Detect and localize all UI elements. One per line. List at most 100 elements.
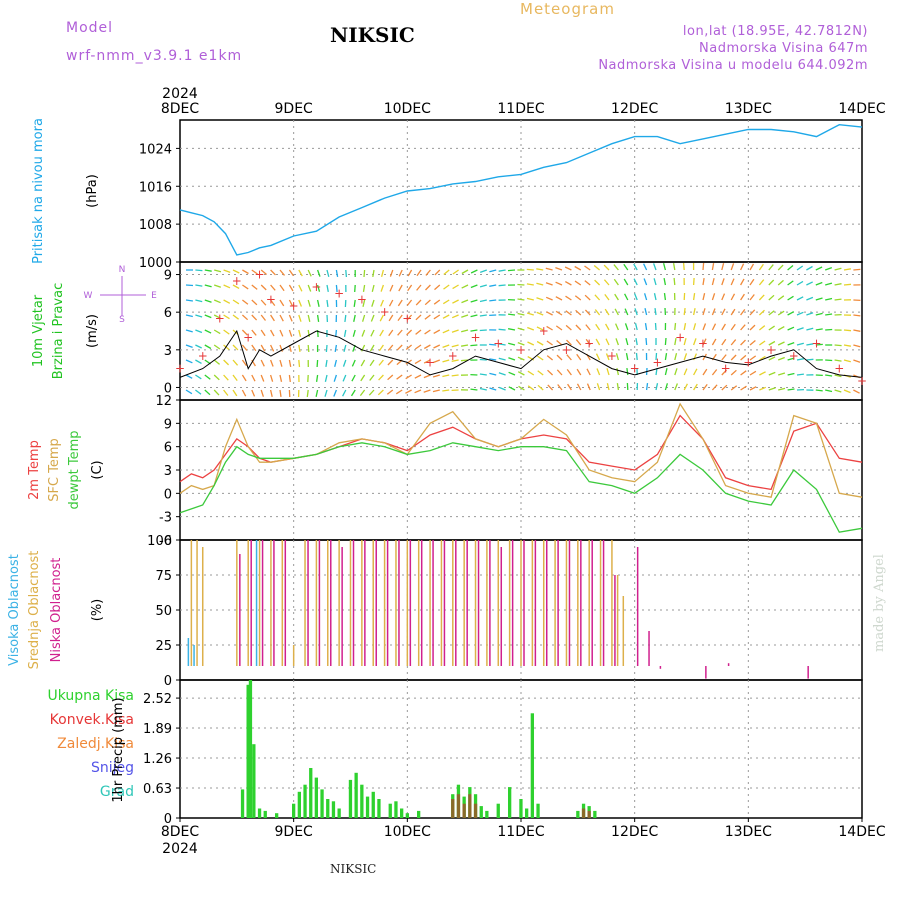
wind-barb — [424, 329, 431, 335]
wind-barb — [241, 359, 248, 367]
wind-barb — [213, 359, 221, 365]
wind-barb — [232, 374, 238, 381]
wind-barb — [371, 284, 375, 292]
precip-total-bar — [377, 799, 381, 818]
wind-barb — [350, 389, 356, 397]
wind-barb — [758, 325, 766, 331]
wind-barb — [470, 314, 478, 318]
wind-gust-point: + — [493, 337, 503, 351]
wind-barb — [452, 299, 459, 304]
wind-barb — [517, 283, 525, 286]
wind-barb — [692, 293, 696, 301]
wind-barb — [564, 266, 572, 271]
clouds-ytick-label: 75 — [155, 569, 172, 584]
wind-barb — [730, 293, 736, 301]
wind-barb — [721, 293, 726, 301]
wind-barb — [825, 297, 833, 301]
wind-barb — [251, 389, 256, 397]
wind-barb — [711, 369, 718, 376]
wind-barb — [759, 355, 766, 361]
wind-barb — [213, 329, 221, 335]
wind-barb — [537, 384, 544, 391]
wind-barb — [566, 354, 572, 361]
wind-barb — [360, 374, 366, 382]
wind-barb — [279, 299, 285, 307]
wind-barb — [507, 269, 516, 272]
wind-barb — [626, 368, 629, 376]
wind-barb — [778, 372, 786, 376]
lonlat-label: lon,lat (18.95E, 42.7812N) — [682, 24, 868, 39]
wind-barb — [645, 337, 648, 346]
wind-barb — [749, 355, 757, 361]
wind-barb — [405, 389, 412, 394]
wind-barb — [585, 338, 591, 346]
bottom-date-label: 9DEC — [275, 824, 314, 840]
temperature-ytick-label: 9 — [164, 417, 172, 432]
wind-barb — [185, 359, 193, 364]
precipitation-ytick-label: 2.52 — [143, 692, 172, 707]
wind-barb — [740, 278, 745, 286]
wind-barb — [204, 284, 212, 288]
wind-gust-point: + — [215, 311, 225, 325]
temperature-ytick-label: 0 — [164, 487, 172, 502]
wind-barb — [195, 329, 203, 334]
wind-barb — [371, 299, 375, 307]
precip-total-bar — [536, 803, 540, 818]
precip-total-bar — [496, 803, 500, 818]
wind-barb — [683, 353, 688, 361]
wind-barb — [749, 324, 756, 331]
wind-barb — [354, 284, 356, 293]
wind-barb — [759, 340, 766, 346]
wind-barb — [834, 344, 842, 347]
wind-barb — [298, 269, 303, 277]
wind-barb — [405, 344, 413, 350]
wind-barb — [460, 344, 469, 347]
wind-barb — [451, 359, 459, 362]
wind-barb — [352, 329, 356, 337]
wind-barb — [470, 299, 478, 303]
wind-barb — [204, 269, 212, 272]
wind-barb — [606, 368, 610, 376]
wind-barb — [372, 269, 375, 278]
wind-barb — [479, 387, 487, 391]
wind-barb — [195, 389, 202, 395]
wind-barb — [232, 359, 239, 366]
precip-conv-bar — [581, 808, 586, 818]
wind-barb — [536, 311, 544, 316]
wind-barb — [615, 353, 620, 361]
wind-barb — [489, 284, 497, 287]
wind-barb — [397, 299, 403, 307]
wind-barb — [324, 389, 328, 397]
wind-gust-point: + — [561, 343, 571, 357]
wind-barb — [279, 329, 284, 337]
bottom-date-label: 10DEC — [384, 824, 431, 840]
wind-barb — [683, 322, 687, 331]
wind-barb — [395, 389, 403, 395]
wind-barb — [397, 314, 403, 321]
wind-barb — [740, 263, 745, 271]
wind-barb — [316, 284, 321, 292]
wind-barb — [740, 370, 747, 376]
wind-gust-point: + — [721, 362, 731, 376]
wind-barb — [662, 263, 667, 271]
wind-barb — [623, 263, 629, 271]
wind-barb — [672, 262, 676, 271]
temp-series — [179, 442, 863, 533]
wind-gust-point: + — [812, 337, 822, 351]
wind-barb — [333, 389, 338, 397]
wind-barb — [654, 308, 657, 316]
wind-barb — [461, 329, 469, 333]
wind-barb — [479, 299, 487, 303]
wind-barb — [324, 374, 328, 382]
wind-barb — [517, 341, 525, 346]
wind-barb — [664, 337, 667, 346]
bottom-date-label: 11DEC — [497, 824, 544, 840]
wind-barb — [655, 352, 658, 361]
wind-barb — [442, 329, 450, 334]
wind-unit-label: (m/s) — [85, 314, 100, 348]
precip-conv-bar — [473, 803, 478, 818]
wind-barb — [316, 299, 320, 307]
wind-barb — [787, 326, 795, 331]
wind-barb — [635, 337, 638, 346]
